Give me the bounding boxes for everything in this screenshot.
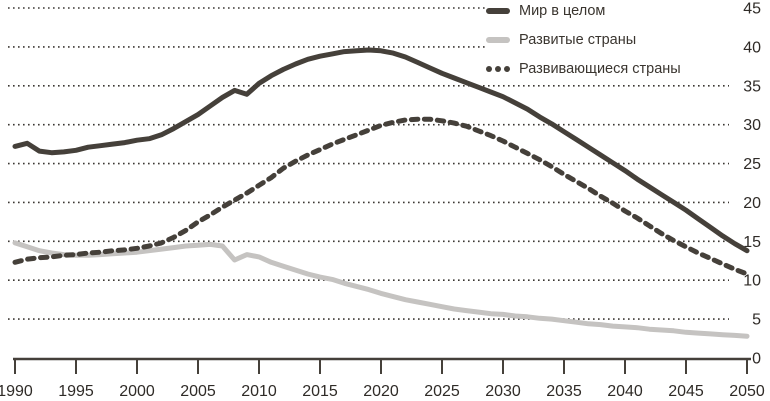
x-axis-label: 2005	[180, 383, 216, 400]
y-axis-label: 5	[752, 312, 761, 329]
x-axis-label: 2010	[241, 383, 277, 400]
x-axis-label: 2035	[546, 383, 582, 400]
legend-swatch-world-line	[486, 8, 510, 14]
y-axis-label: 20	[743, 195, 761, 212]
x-axis-label: 2045	[668, 383, 704, 400]
legend-item-developed: Развитые страны	[486, 31, 733, 49]
legend-label-developed: Развитые страны	[519, 32, 637, 48]
y-axis-label: 40	[743, 39, 761, 56]
x-axis-label: 1990	[0, 383, 33, 400]
x-axis-label: 2000	[119, 383, 155, 400]
y-axis-label: 45	[743, 1, 761, 18]
x-axis-label: 2025	[424, 383, 460, 400]
line-developing	[12, 116, 750, 277]
line-world	[12, 47, 750, 254]
x-axis-label: 2030	[485, 383, 521, 400]
y-axis-label: 15	[743, 234, 761, 251]
legend-item-world: Мир в целом	[486, 2, 733, 20]
x-axis-label: 2015	[302, 383, 338, 400]
line-developed	[12, 240, 750, 339]
legend-swatch-developing-line	[486, 66, 510, 72]
y-axis-label: 30	[743, 117, 761, 134]
x-axis-label: 2020	[363, 383, 399, 400]
legend-label-world: Мир в целом	[519, 3, 606, 19]
y-axis-label: 10	[743, 273, 761, 290]
legend-label-developing: Развивающиеся страны	[519, 61, 681, 77]
x-axis-label: 1995	[58, 383, 94, 400]
x-axis-label: 2040	[607, 383, 643, 400]
legend: Мир в целом Развитые страны Развивающиес…	[486, 0, 733, 84]
x-axis-label: 2050	[729, 383, 765, 400]
legend-item-developing: Развивающиеся страны	[486, 60, 733, 78]
y-axis-label: 0	[752, 351, 761, 368]
y-axis-label: 25	[743, 156, 761, 173]
legend-swatch-developed-line	[486, 37, 510, 43]
y-axis-label: 35	[743, 78, 761, 95]
